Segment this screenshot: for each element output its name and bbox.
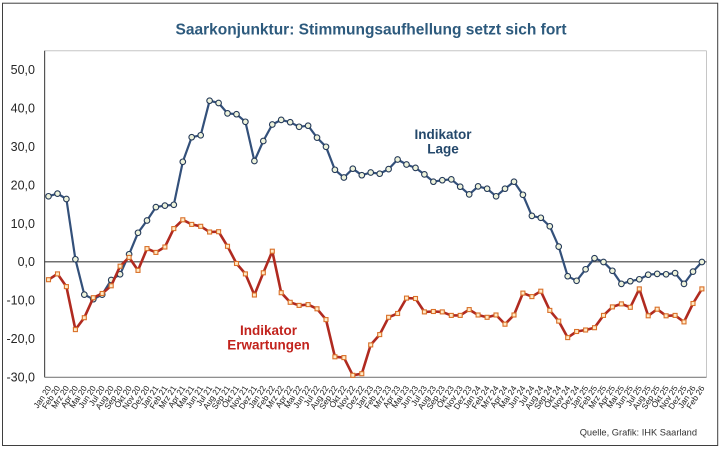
svg-text:Erwartungen: Erwartungen — [227, 338, 310, 353]
svg-text:40,0: 40,0 — [11, 102, 35, 116]
svg-text:30,0: 30,0 — [11, 140, 35, 154]
svg-text:10,0: 10,0 — [11, 217, 35, 231]
svg-text:Lage: Lage — [427, 142, 459, 157]
svg-text:-20,0: -20,0 — [7, 332, 36, 346]
svg-text:-10,0: -10,0 — [7, 294, 36, 308]
svg-text:Saarkonjunktur: Stimmungsaufhe: Saarkonjunktur: Stimmungsaufhellung setz… — [176, 22, 567, 39]
svg-text:Indikator: Indikator — [414, 127, 472, 142]
svg-text:20,0: 20,0 — [11, 178, 35, 192]
svg-text:0,0: 0,0 — [18, 255, 35, 269]
svg-text:Quelle, Grafik: IHK Saarland: Quelle, Grafik: IHK Saarland — [580, 428, 697, 438]
svg-text:50,0: 50,0 — [11, 63, 35, 77]
svg-text:Indikator: Indikator — [240, 323, 298, 338]
svg-text:-30,0: -30,0 — [7, 370, 36, 384]
